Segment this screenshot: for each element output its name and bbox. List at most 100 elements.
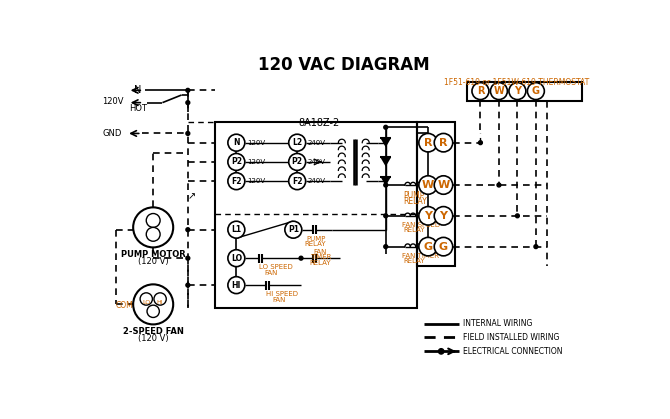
Text: RELAY: RELAY: [310, 260, 331, 266]
Circle shape: [434, 207, 453, 225]
Text: FIELD INSTALLED WIRING: FIELD INSTALLED WIRING: [463, 333, 559, 342]
Circle shape: [285, 221, 302, 238]
Text: TIMER: TIMER: [310, 254, 331, 260]
Circle shape: [509, 83, 526, 100]
Text: R: R: [476, 86, 484, 96]
Circle shape: [515, 214, 519, 218]
Circle shape: [289, 134, 306, 151]
Circle shape: [299, 256, 303, 260]
Circle shape: [133, 207, 174, 247]
Text: 120V: 120V: [247, 178, 265, 184]
Circle shape: [434, 133, 453, 152]
Text: PUMP MOTOR: PUMP MOTOR: [121, 251, 186, 259]
Text: HI: HI: [232, 281, 241, 290]
Circle shape: [289, 173, 306, 190]
Circle shape: [133, 285, 174, 324]
Text: RELAY: RELAY: [403, 258, 425, 264]
Text: L1: L1: [231, 225, 241, 234]
Text: 120V: 120V: [247, 159, 265, 165]
Text: COM: COM: [115, 301, 133, 310]
Text: 120 VAC DIAGRAM: 120 VAC DIAGRAM: [257, 57, 429, 75]
Text: 240V: 240V: [308, 178, 326, 184]
Circle shape: [419, 238, 438, 256]
Text: G: G: [439, 242, 448, 252]
Text: 1F51-619 or 1F51W-619 THERMOSTAT: 1F51-619 or 1F51W-619 THERMOSTAT: [444, 78, 589, 87]
Text: G: G: [423, 242, 433, 252]
Circle shape: [146, 228, 160, 241]
Circle shape: [438, 349, 444, 354]
Text: F2: F2: [231, 177, 242, 186]
Circle shape: [228, 153, 245, 171]
Text: RELAY: RELAY: [305, 241, 326, 247]
Circle shape: [434, 238, 453, 256]
Circle shape: [534, 245, 538, 248]
Bar: [466, 82, 582, 101]
Circle shape: [147, 305, 159, 318]
Circle shape: [154, 293, 166, 305]
Text: ↗: ↗: [188, 191, 196, 202]
Polygon shape: [381, 176, 391, 186]
Text: LO: LO: [230, 253, 242, 263]
Circle shape: [384, 125, 388, 129]
Text: P2: P2: [231, 158, 242, 166]
Polygon shape: [381, 157, 391, 166]
Circle shape: [472, 83, 489, 100]
Circle shape: [186, 101, 190, 105]
Circle shape: [419, 176, 438, 194]
Text: 240V: 240V: [308, 140, 326, 146]
Circle shape: [228, 221, 245, 238]
Text: R: R: [424, 138, 432, 147]
Text: PUMP: PUMP: [306, 236, 326, 242]
Circle shape: [384, 183, 388, 187]
Bar: [417, 122, 455, 266]
Text: Y: Y: [440, 211, 448, 221]
Text: W: W: [494, 86, 505, 96]
Text: N: N: [233, 138, 240, 147]
Circle shape: [186, 132, 190, 135]
Circle shape: [478, 141, 482, 145]
Text: F2: F2: [292, 177, 302, 186]
Text: R: R: [440, 138, 448, 147]
Circle shape: [419, 207, 438, 225]
Text: Y: Y: [424, 211, 432, 221]
Text: W: W: [438, 180, 450, 190]
Circle shape: [186, 283, 190, 287]
Circle shape: [228, 134, 245, 151]
Text: PUMP: PUMP: [403, 191, 425, 200]
Circle shape: [384, 245, 388, 248]
Text: 120V: 120V: [247, 140, 265, 146]
Text: FAN: FAN: [273, 297, 286, 303]
Text: 120V: 120V: [103, 97, 124, 106]
Text: HI: HI: [157, 300, 163, 305]
Text: L2: L2: [292, 138, 302, 147]
Circle shape: [434, 176, 453, 194]
Circle shape: [527, 83, 544, 100]
Circle shape: [228, 277, 245, 294]
Text: P2: P2: [291, 158, 303, 166]
Circle shape: [228, 250, 245, 266]
Text: FAN TIMER: FAN TIMER: [402, 253, 439, 259]
Circle shape: [140, 293, 152, 305]
Text: LO: LO: [142, 300, 150, 305]
Text: Y: Y: [514, 86, 521, 96]
Circle shape: [186, 228, 190, 232]
Text: (120 V): (120 V): [138, 257, 168, 266]
Circle shape: [497, 183, 501, 187]
Circle shape: [490, 83, 507, 100]
Circle shape: [384, 214, 388, 218]
Polygon shape: [381, 138, 391, 147]
Circle shape: [289, 153, 306, 171]
Circle shape: [186, 88, 190, 92]
Text: ELECTRICAL CONNECTION: ELECTRICAL CONNECTION: [463, 347, 562, 356]
Text: 240V: 240V: [308, 159, 326, 165]
Text: P1: P1: [288, 225, 299, 234]
Text: HI SPEED: HI SPEED: [267, 291, 298, 297]
Text: HOT: HOT: [129, 104, 147, 113]
Text: W: W: [422, 180, 434, 190]
Text: 2-SPEED FAN: 2-SPEED FAN: [123, 328, 184, 336]
Circle shape: [146, 214, 160, 228]
Text: (120 V): (120 V): [138, 334, 168, 344]
Circle shape: [228, 173, 245, 190]
Text: FAN: FAN: [264, 270, 277, 276]
Text: RELAY: RELAY: [403, 197, 427, 206]
